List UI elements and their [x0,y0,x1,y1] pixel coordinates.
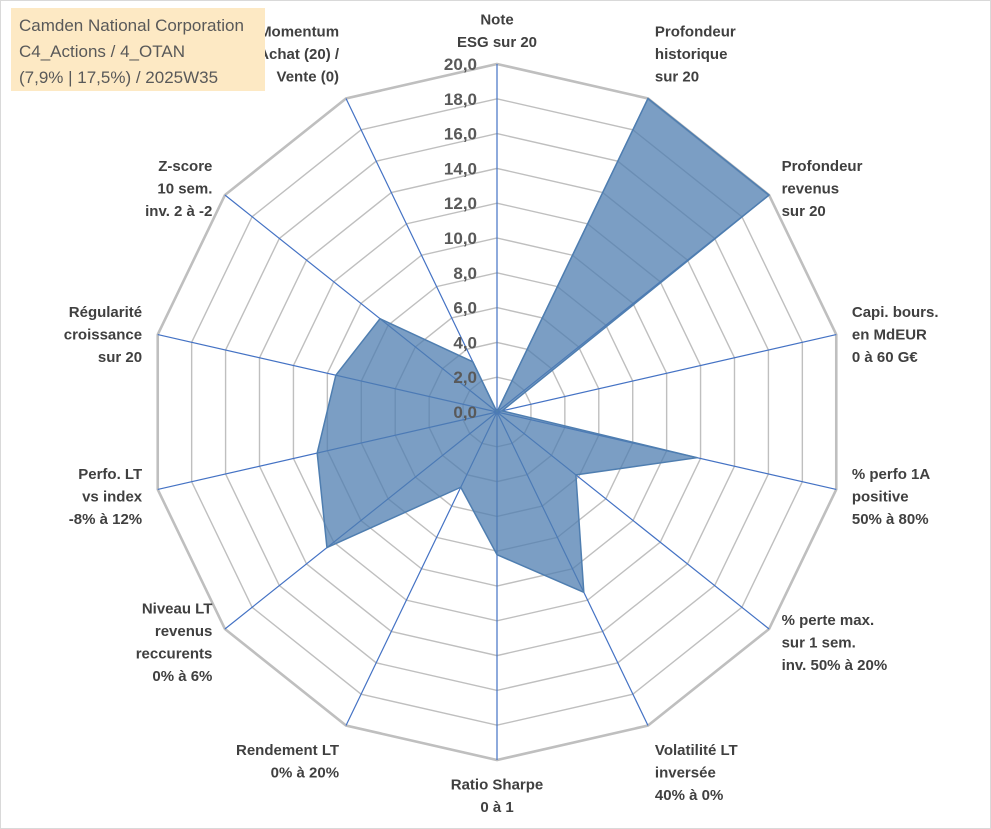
tick-label: 10,0 [444,229,477,248]
axis-label: Perfo. LT vs index -8% à 12% [69,466,143,528]
tick-label: 4,0 [453,333,477,352]
axis-label: Ratio Sharpe 0 à 1 [451,777,544,817]
stock-info-box: Camden National Corporation C4_Actions /… [11,8,265,91]
radial-tick-labels: 0,0 2,0 4,0 6,0 8,0 10,0 12,0 14,0 16,0 18,0 20,0 [444,55,477,422]
axis-label: Profondeur revenus sur 20 [782,158,863,220]
axis-label: Note ESG sur 20 [457,12,537,52]
tick-label: 6,0 [453,299,477,318]
axis-label: Régularité croissance sur 20 [64,304,142,366]
radar-series [316,97,770,594]
axis-label: % perte max. sur 1 sem. inv. 50% à 20% [782,612,888,674]
axis-label: Z-score 10 sem. inv. 2 à -2 [145,158,212,220]
tick-label: 0,0 [453,403,477,422]
axis-spoke [345,98,498,413]
tick-label: 16,0 [444,125,477,144]
tick-label: 12,0 [444,194,477,213]
axis-label: % perfo 1A positive 50% à 80% [852,466,931,528]
axis-label: Capi. bours. en MdEUR 0 à 60 G€ [852,304,939,366]
series-area [316,97,770,594]
axis-labels: Note ESG sur 20 Profondeur historique sur 20… [64,12,939,817]
tick-label: 20,0 [444,55,477,74]
period-stats: (7,9% | 17,5%) / 2025W35 [19,68,219,87]
axis-label: Volatilité LT inversée 40% à 0% [655,742,738,804]
tick-label: 2,0 [453,368,477,387]
tick-label: 8,0 [453,264,477,283]
axis-spoke [496,333,837,413]
tick-label: 18,0 [444,90,477,109]
axis-label: Momentum Achat (20) / Vente (0) [258,24,340,86]
tick-label: 14,0 [444,159,477,178]
portfolio-category: C4_Actions / 4_OTAN [19,42,185,61]
axis-label: Profondeur historique sur 20 [655,24,736,86]
axis-label: Rendement LT 0% à 20% [236,742,339,782]
axis-label: Niveau LT revenus reccurents 0% à 6% [136,601,213,686]
company-name: Camden National Corporation [19,16,244,35]
